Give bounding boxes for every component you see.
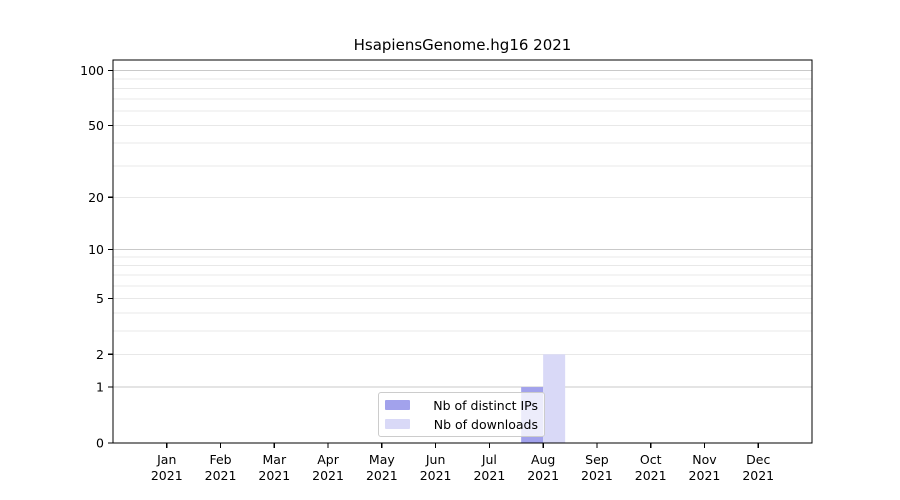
y-tick-label-20: 20 bbox=[88, 190, 104, 205]
x-tick-label-year-feb: 2021 bbox=[205, 468, 237, 483]
x-tick-label-month-jan: Jan bbox=[156, 452, 176, 467]
x-tick-label-month-jun: Jun bbox=[425, 452, 446, 467]
y-tick-label-2: 2 bbox=[96, 347, 104, 362]
x-tick-label-month-may: May bbox=[369, 452, 395, 467]
x-tick-label-year-nov: 2021 bbox=[689, 468, 721, 483]
bar-nb-of-downloads-aug bbox=[543, 354, 566, 443]
y-tick-label-10: 10 bbox=[88, 242, 104, 257]
x-tick-label-year-aug: 2021 bbox=[527, 468, 559, 483]
y-tick-label-100: 100 bbox=[80, 63, 104, 78]
x-tick-label-year-dec: 2021 bbox=[742, 468, 774, 483]
x-tick-label-year-sep: 2021 bbox=[581, 468, 613, 483]
x-tick-label-year-may: 2021 bbox=[366, 468, 398, 483]
x-tick-label-month-sep: Sep bbox=[585, 452, 609, 467]
x-tick-label-month-jul: Jul bbox=[481, 452, 497, 467]
x-tick-label-year-jan: 2021 bbox=[151, 468, 183, 483]
chart-title: HsapiensGenome.hg16 2021 bbox=[353, 36, 572, 54]
plot-frame bbox=[112, 59, 813, 444]
x-tick-label-year-oct: 2021 bbox=[635, 468, 667, 483]
x-tick-label-year-apr: 2021 bbox=[312, 468, 344, 483]
legend: Nb of distinct IPs Nb of downloads bbox=[378, 392, 545, 437]
x-tick-label-year-jul: 2021 bbox=[473, 468, 505, 483]
x-tick-label-month-nov: Nov bbox=[692, 452, 717, 467]
x-tick-label-month-mar: Mar bbox=[263, 452, 287, 467]
x-tick-label-month-oct: Oct bbox=[640, 452, 662, 467]
legend-label-downloads: Nb of downloads bbox=[433, 416, 538, 432]
legend-label-distinct-ips: Nb of distinct IPs bbox=[433, 397, 538, 413]
legend-item-distinct-ips: Nb of distinct IPs bbox=[385, 396, 538, 414]
x-tick-label-year-mar: 2021 bbox=[258, 468, 290, 483]
x-tick-label-month-apr: Apr bbox=[317, 452, 339, 467]
x-tick-label-month-aug: Aug bbox=[531, 452, 555, 467]
x-tick-label-month-dec: Dec bbox=[746, 452, 770, 467]
y-tick-label-50: 50 bbox=[88, 118, 104, 133]
y-tick-label-5: 5 bbox=[96, 291, 104, 306]
legend-swatch-downloads bbox=[385, 419, 410, 429]
legend-swatch-distinct-ips bbox=[385, 400, 410, 410]
x-tick-label-year-jun: 2021 bbox=[420, 468, 452, 483]
y-tick-label-0: 0 bbox=[96, 436, 104, 451]
y-tick-label-1: 1 bbox=[96, 380, 104, 395]
legend-item-downloads: Nb of downloads bbox=[385, 415, 538, 433]
x-tick-label-month-feb: Feb bbox=[209, 452, 231, 467]
